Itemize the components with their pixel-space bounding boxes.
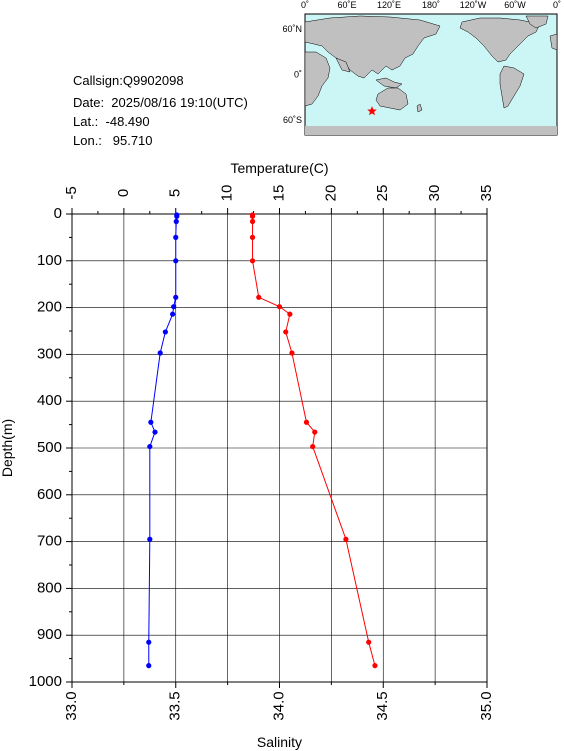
map-land [304,15,558,135]
temperature-point [148,419,154,425]
map-lat-label: 60˚N [282,24,302,34]
temperature-point [174,213,180,219]
depth-tick-label: 900 [37,626,62,643]
depth-tick-label: 0 [54,205,62,222]
salinity-point [283,329,289,335]
temperature-tick-label: -5 [63,186,80,199]
depth-tick-label: 200 [37,299,62,316]
depth-tick-label: 800 [37,579,62,596]
location-map: 0˚ 60˚E 120˚E 180˚ 120˚W 60˚W 0˚ 60˚N 0˚ 60˚S [282,0,561,136]
salinity-point [249,218,256,225]
map-lon-label: 120˚E [377,0,401,10]
salinity-tick-label: 33.0 [63,691,80,720]
temperature-tick-label: 0 [115,189,132,197]
depth-tick-label: 700 [37,533,62,550]
temperature-point [173,234,179,240]
depth-tick-label: 600 [37,486,62,503]
salinity-point [312,429,318,435]
depth-tick-label: 1000 [29,673,62,690]
map-arabia [335,57,351,73]
depth-tick-label: 300 [37,345,62,362]
map-eurasia [304,15,441,79]
salinity-point [372,663,378,669]
temperature-point [173,218,179,225]
temperature-tick-label: 15 [270,185,287,202]
temperature-point [146,663,152,669]
axis-ticks [66,208,488,688]
salinity-point [276,304,283,310]
salinity-profile-line [252,214,376,666]
depth-tick-label: 400 [37,392,62,409]
salinity-tick-label: 34.5 [374,691,391,720]
map-lon-label: 120˚W [460,0,487,10]
temperature-tick-label: 25 [374,185,391,202]
temperature-tick-label: 35 [478,185,495,202]
map-lat-label: 60˚S [283,115,302,125]
series-layer [146,212,378,669]
map-lon-label: 60˚E [337,0,356,10]
temperature-tick-label: 5 [167,189,184,197]
temperature-point [173,258,179,264]
map-lon-label: 60˚W [504,0,526,10]
map-lon-label: 0˚ [301,0,309,10]
salinity-point [366,639,372,645]
temperature-axis-title: Temperature(C) [230,160,328,176]
grid-lines [72,214,487,682]
salinity-point [249,234,256,240]
depth-axis-title: Depth(m) [0,419,15,477]
salinity-point [256,294,262,300]
map-greenland [525,15,549,29]
temperature-point [173,294,179,300]
lon-label: Lon.: 95.710 [73,133,153,148]
map-south-america [499,65,525,109]
lat-label: Lat.: -48.490 [73,114,150,129]
depth-tick-label: 100 [37,252,62,269]
map-indonesia [375,77,403,89]
date-label: Date: 2025/08/16 19:10(UTC) [73,95,248,110]
salinity-point [289,350,295,356]
profile-chart: -5 0 5 10 15 20 25 30 35 33.0 33.5 34.0 34.5 35.0 01… [0,160,495,750]
temperature-tick-labels: -5 0 5 10 15 20 25 30 35 [63,185,495,202]
star-icon [367,106,377,116]
map-north-america [459,17,541,63]
temperature-profile-line [148,214,178,666]
map-africa [304,51,331,107]
salinity-tick-label: 34.0 [270,691,287,720]
salinity-point [249,213,256,219]
temperature-tick-label: 30 [426,185,443,202]
temperature-point [152,429,158,435]
depth-tick-label: 500 [37,439,62,456]
callsign-label: Callsign:Q9902098 [73,73,184,88]
temperature-point [157,350,163,356]
salinity-point [287,311,293,317]
depth-tick-labels: 0 100 200 300 400 500 600 700 800 900 1000 [29,205,62,690]
map-lon-labels: 0˚ 60˚E 120˚E 180˚ 120˚W 60˚W 0˚ [301,0,561,10]
map-lon-label: 0˚ [553,0,561,10]
temperature-point [171,304,177,310]
map-new-zealand [416,103,423,113]
salinity-tick-label: 33.5 [167,691,184,720]
temperature-point [147,443,153,450]
salinity-point [249,258,256,264]
temperature-point [147,536,153,542]
temperature-tick-label: 10 [219,185,236,202]
map-lat-labels: 60˚N 0˚ 60˚S [282,24,302,125]
map-australia [375,87,409,111]
temperature-point [146,639,152,645]
map-europe-east [549,33,558,51]
map-antarctica [305,126,557,135]
temperature-point [162,329,168,335]
map-lon-label: 180˚ [422,0,440,10]
salinity-point [310,443,316,450]
salinity-tick-labels: 33.0 33.5 34.0 34.5 35.0 [63,691,495,720]
salinity-point [343,536,349,542]
map-lat-label: 0˚ [294,70,302,80]
salinity-point [303,419,310,425]
salinity-axis-title: Salinity [257,734,302,750]
temperature-tick-label: 20 [322,185,339,202]
salinity-tick-label: 35.0 [478,691,495,720]
temperature-point [170,311,176,317]
